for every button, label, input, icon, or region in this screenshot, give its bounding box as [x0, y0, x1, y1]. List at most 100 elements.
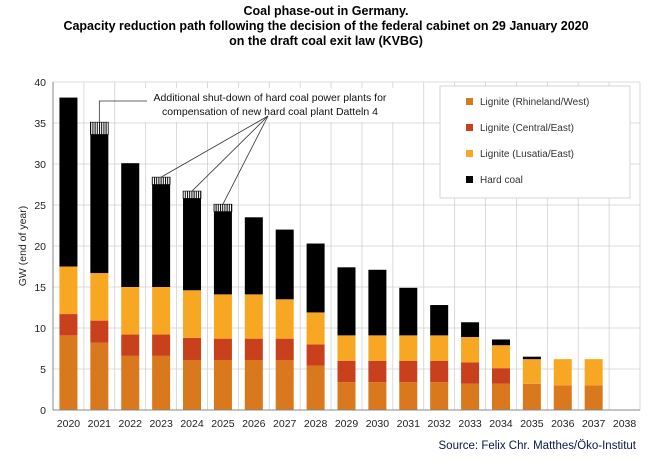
- bar-segment: [275, 299, 294, 339]
- bar-segment: [430, 382, 449, 410]
- bar-segment: [59, 314, 78, 336]
- bar-segment: [522, 383, 541, 410]
- bar-segment: [491, 339, 510, 346]
- annotation-leader-line: [98, 100, 147, 123]
- bar-segment: [430, 335, 449, 361]
- bar-segment: [461, 322, 480, 338]
- x-tick-label: 2037: [582, 418, 606, 430]
- bar-segment: [306, 312, 325, 345]
- annotation-leader-line: [160, 115, 269, 178]
- bar-segment: [491, 383, 510, 410]
- bar-segment: [244, 217, 263, 295]
- bar-segment: [59, 335, 78, 410]
- bar-segment: [213, 211, 232, 295]
- bar-segment: [152, 287, 171, 335]
- bar-segment: [399, 382, 418, 410]
- bar-segment: [553, 385, 572, 410]
- bar-segment: [244, 359, 263, 410]
- legend-label: Lignite (Lusatia/East): [480, 149, 574, 160]
- legend-swatch: [466, 98, 473, 105]
- legend-swatch: [466, 176, 473, 183]
- bar-segment: [152, 355, 171, 410]
- x-tick-label: 2021: [88, 418, 112, 430]
- bar-segment: [275, 229, 294, 300]
- annotation-line-1: Additional shut-down of hard coal power …: [154, 92, 387, 104]
- bar-segment: [90, 320, 109, 343]
- bar-segment: [151, 176, 171, 185]
- bar-segment: [461, 362, 480, 384]
- x-tick-label: 2028: [304, 418, 328, 430]
- bar-segment: [337, 267, 356, 336]
- y-tick-label: 20: [34, 241, 46, 253]
- bar-segment: [337, 360, 356, 383]
- bar-segment: [152, 184, 171, 287]
- y-tick-label: 10: [34, 323, 46, 335]
- x-tick-label: 2038: [613, 418, 637, 430]
- bar-segment: [306, 344, 325, 366]
- bar-segment: [244, 294, 263, 339]
- x-tick-label: 2027: [273, 418, 297, 430]
- bar-segment: [213, 203, 233, 212]
- y-tick-label: 5: [40, 364, 46, 376]
- chart-title: Coal phase-out in Germany. Capacity redu…: [0, 4, 652, 49]
- bar-segment: [59, 266, 78, 315]
- bar-segment: [275, 338, 294, 360]
- legend-label: Lignite (Central/East): [480, 123, 574, 134]
- bar-segment: [121, 334, 140, 356]
- legend-label: Lignite (Rhineland/West): [480, 97, 589, 108]
- y-tick-label: 25: [34, 200, 46, 212]
- y-tick-label: 35: [34, 118, 46, 130]
- y-tick-label: 30: [34, 159, 46, 171]
- x-tick-label: 2026: [242, 418, 266, 430]
- legend-label: Hard coal: [480, 175, 523, 186]
- bar-segment: [430, 305, 449, 336]
- bar-segment: [213, 294, 232, 339]
- bar-segment: [584, 385, 603, 410]
- x-tick-label: 2032: [428, 418, 452, 430]
- title-line-3: on the draft coal exit law (KVBG): [229, 34, 423, 48]
- bar-segment: [368, 382, 387, 410]
- legend-swatch: [466, 150, 473, 157]
- annotation-box: [143, 88, 397, 122]
- bar-segment: [491, 345, 510, 369]
- bar-segment: [399, 287, 418, 336]
- x-tick-label: 2031: [397, 418, 421, 430]
- y-tick-label: 15: [34, 282, 46, 294]
- y-tick-label: 0: [40, 405, 46, 417]
- bar-segment: [430, 360, 449, 383]
- x-tick-label: 2036: [551, 418, 575, 430]
- x-tick-label: 2033: [458, 418, 482, 430]
- bar-segment: [183, 290, 202, 338]
- bar-segment: [368, 335, 387, 361]
- bar-segment: [461, 337, 480, 363]
- bar-segment: [152, 334, 171, 356]
- bar-segment: [306, 365, 325, 410]
- bar-segment: [368, 360, 387, 383]
- bar-segment: [59, 97, 78, 267]
- bar-segment: [213, 359, 232, 410]
- x-tick-label: 2020: [57, 418, 81, 430]
- x-tick-label: 2022: [119, 418, 143, 430]
- bar-segment: [182, 190, 202, 199]
- x-tick-label: 2024: [180, 418, 204, 430]
- y-axis-label: GW (end of year): [17, 206, 29, 287]
- bar-segment: [337, 335, 356, 361]
- x-tick-label: 2025: [211, 418, 235, 430]
- bar-segment: [183, 198, 202, 291]
- bar-segment: [90, 273, 109, 321]
- bar-segment: [275, 359, 294, 410]
- title-line-2: Capacity reduction path following the de…: [63, 19, 589, 33]
- bar-segment: [121, 163, 140, 287]
- bar-segment: [491, 368, 510, 384]
- bar-segment: [306, 243, 325, 313]
- bar-segment: [399, 335, 418, 361]
- bar-segment: [522, 359, 541, 384]
- bar-segment: [522, 356, 541, 360]
- bar-segment: [121, 355, 140, 410]
- x-tick-label: 2029: [335, 418, 359, 430]
- bar-segment: [90, 134, 109, 274]
- bar-segment: [553, 359, 572, 386]
- y-tick-label: 40: [34, 77, 46, 89]
- bar-segment: [368, 269, 387, 336]
